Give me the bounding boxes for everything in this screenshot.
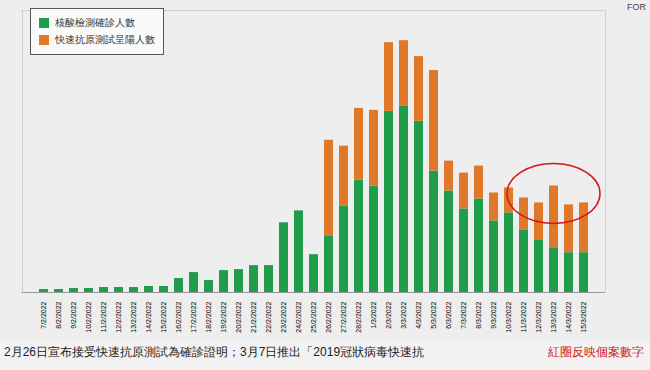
svg-text:17/2/2022: 17/2/2022 — [190, 301, 197, 332]
svg-text:3/3/2022: 3/3/2022 — [400, 301, 407, 328]
svg-text:14/3/2022: 14/3/2022 — [565, 301, 572, 332]
svg-text:8/3/2022: 8/3/2022 — [475, 301, 482, 328]
html-text:快速抗原測試呈陽人數: 快速抗原測試呈陽人數 — [55, 34, 155, 45]
svg-text:12/3/2022: 12/3/2022 — [535, 301, 542, 332]
svg-text:16/2/2022: 16/2/2022 — [175, 301, 182, 332]
svg-text:20/2/2022: 20/2/2022 — [235, 301, 242, 332]
svg-text:6/3/2022: 6/3/2022 — [445, 301, 452, 328]
svg-text:12/2/2022: 12/2/2022 — [115, 301, 122, 332]
svg-text:7/2/2022: 7/2/2022 — [40, 301, 47, 328]
svg-text:1/3/2022: 1/3/2022 — [370, 301, 377, 328]
svg-text:18/2/2022: 18/2/2022 — [205, 301, 212, 332]
svg-text:9/3/2022: 9/3/2022 — [490, 301, 497, 328]
svg-text:11/2/2022: 11/2/2022 — [100, 301, 107, 332]
svg-text:22/2/2022: 22/2/2022 — [265, 301, 272, 332]
svg-text:25/2/2022: 25/2/2022 — [310, 301, 317, 332]
svg-text:4/3/2022: 4/3/2022 — [415, 301, 422, 328]
svg-text:2/3/2022: 2/3/2022 — [385, 301, 392, 328]
html-text:核酸檢測確診人數: 核酸檢測確診人數 — [55, 17, 135, 28]
svg-text:19/2/2022: 19/2/2022 — [220, 301, 227, 332]
svg-text:24/2/2022: 24/2/2022 — [295, 301, 302, 332]
html-text:紅圈反映個案數字: 紅圈反映個案數字 — [548, 345, 644, 359]
svg-text:27/2/2022: 27/2/2022 — [340, 301, 347, 332]
svg-text:13/3/2022: 13/3/2022 — [550, 301, 557, 332]
html-text:2月26日宣布接受快速抗原測試為確診證明；3月7日推出「20: 2月26日宣布接受快速抗原測試為確診證明；3月7日推出「2019冠狀病毒快速抗 — [4, 345, 425, 359]
svg-text:10/2/2022: 10/2/2022 — [85, 301, 92, 332]
svg-text:13/2/2022: 13/2/2022 — [130, 301, 137, 332]
svg-text:23/2/2022: 23/2/2022 — [280, 301, 287, 332]
svg-text:21/2/2022: 21/2/2022 — [250, 301, 257, 332]
svg-text:14/2/2022: 14/2/2022 — [145, 301, 152, 332]
svg-text:11/3/2022: 11/3/2022 — [520, 301, 527, 332]
svg-text:9/2/2022: 9/2/2022 — [70, 301, 77, 328]
svg-text:28/2/2022: 28/2/2022 — [355, 301, 362, 332]
html-text:FOR: FOR — [627, 2, 646, 12]
svg-text:26/2/2022: 26/2/2022 — [325, 301, 332, 332]
svg-text:10/3/2022: 10/3/2022 — [505, 301, 512, 332]
svg-text:8/2/2022: 8/2/2022 — [55, 301, 62, 328]
svg-text:7/3/2022: 7/3/2022 — [460, 301, 467, 328]
svg-text:15/3/2022: 15/3/2022 — [580, 301, 587, 332]
svg-text:15/2/2022: 15/2/2022 — [160, 301, 167, 332]
svg-text:5/3/2022: 5/3/2022 — [430, 301, 437, 328]
